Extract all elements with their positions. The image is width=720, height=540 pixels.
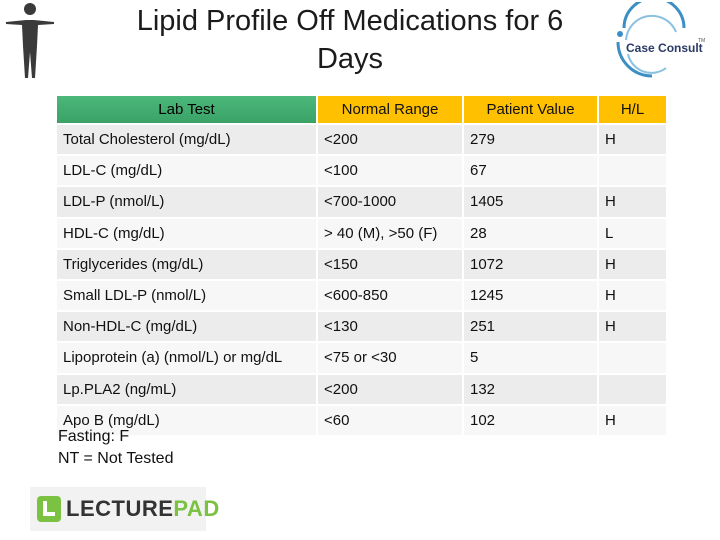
lab-test-cell: Apo B (mg/dL) [55, 403, 318, 437]
patient-value-cell: 1072 [462, 247, 599, 281]
normal-range-cell: > 40 (M), >50 (F) [316, 216, 464, 250]
table-row: Lipoprotein (a) (nmol/L) or mg/dL <75 or… [55, 341, 668, 375]
table-row: Non-HDL-C (mg/dL) <130 251 H [55, 310, 668, 344]
lipid-table: Lab Test Normal Range Patient Value H/L … [55, 94, 668, 437]
header-hl: H/L [597, 94, 668, 125]
hl-cell [597, 154, 668, 188]
nt-note: NT = Not Tested [58, 450, 174, 467]
fasting-note: Fasting: F [58, 428, 130, 445]
patient-value-cell: 1245 [462, 278, 599, 313]
lab-test-cell: Triglycerides (mg/dL) [55, 247, 318, 281]
lecturepad-text-1: LECTURE [66, 496, 174, 521]
lab-test-cell: Lipoprotein (a) (nmol/L) or mg/dL [55, 341, 318, 375]
hl-cell: H [597, 122, 668, 157]
hl-cell [597, 341, 668, 375]
normal-range-cell: <150 [316, 247, 464, 281]
footnotes: Fasting: F NT = Not Tested [58, 426, 173, 470]
human-figure-icon [6, 3, 54, 78]
patient-value-cell: 132 [462, 372, 599, 406]
normal-range-cell: <60 [316, 403, 464, 437]
normal-range-cell: <130 [316, 310, 464, 344]
normal-range-cell: <600-850 [316, 278, 464, 313]
patient-value-cell: 28 [462, 216, 599, 250]
case-consult-tm: TM [698, 38, 705, 44]
page-title: Lipid Profile Off Medications for 6 Days [136, 5, 564, 75]
hl-cell: H [597, 278, 668, 313]
hl-cell: L [597, 216, 668, 250]
table-row: Apo B (mg/dL) <60 102 H [55, 403, 668, 437]
table-row: LDL-C (mg/dL) <100 67 [55, 154, 668, 188]
hl-cell: H [597, 185, 668, 219]
lab-test-cell: Small LDL-P (nmol/L) [55, 278, 318, 313]
table-row: Triglycerides (mg/dL) <150 1072 H [55, 247, 668, 281]
normal-range-cell: <700-1000 [316, 185, 464, 219]
table-row: Total Cholesterol (mg/dL) <200 279 H [55, 122, 668, 157]
table-row: Small LDL-P (nmol/L) <600-850 1245 H [55, 278, 668, 313]
table-header-row: Lab Test Normal Range Patient Value H/L [55, 94, 668, 125]
lab-test-cell: Non-HDL-C (mg/dL) [55, 310, 318, 344]
patient-value-cell: 102 [462, 403, 599, 437]
patient-value-cell: 279 [462, 122, 599, 157]
header-lab-test: Lab Test [55, 94, 318, 125]
lecturepad-mark-icon [37, 496, 61, 522]
normal-range-cell: <75 or <30 [316, 341, 464, 375]
case-consult-logo: Case Consult TM [616, 2, 705, 78]
normal-range-cell: <200 [316, 122, 464, 157]
hl-cell: H [597, 310, 668, 344]
patient-value-cell: 1405 [462, 185, 599, 219]
hl-cell: H [597, 403, 668, 437]
lab-test-cell: LDL-P (nmol/L) [55, 185, 318, 219]
header-patient-value: Patient Value [462, 94, 599, 125]
hl-cell: H [597, 247, 668, 281]
case-consult-text: Case Consult [626, 41, 703, 55]
hl-cell [597, 372, 668, 406]
normal-range-cell: <100 [316, 154, 464, 188]
patient-value-cell: 67 [462, 154, 599, 188]
patient-value-cell: 5 [462, 341, 599, 375]
lab-test-cell: Lp.PLA2 (ng/mL) [55, 372, 318, 406]
lab-test-cell: HDL-C (mg/dL) [55, 216, 318, 250]
table-row: LDL-P (nmol/L) <700-1000 1405 H [55, 185, 668, 219]
header-normal-range: Normal Range [316, 94, 464, 125]
lab-test-cell: LDL-C (mg/dL) [55, 154, 318, 188]
normal-range-cell: <200 [316, 372, 464, 406]
table-row: HDL-C (mg/dL) > 40 (M), >50 (F) 28 L [55, 216, 668, 250]
table-row: Lp.PLA2 (ng/mL) <200 132 [55, 372, 668, 406]
patient-value-cell: 251 [462, 310, 599, 344]
lecturepad-logo: LECTUREPAD [30, 487, 219, 531]
lecturepad-text-2: PAD [173, 496, 220, 521]
lab-test-cell: Total Cholesterol (mg/dL) [55, 122, 318, 157]
